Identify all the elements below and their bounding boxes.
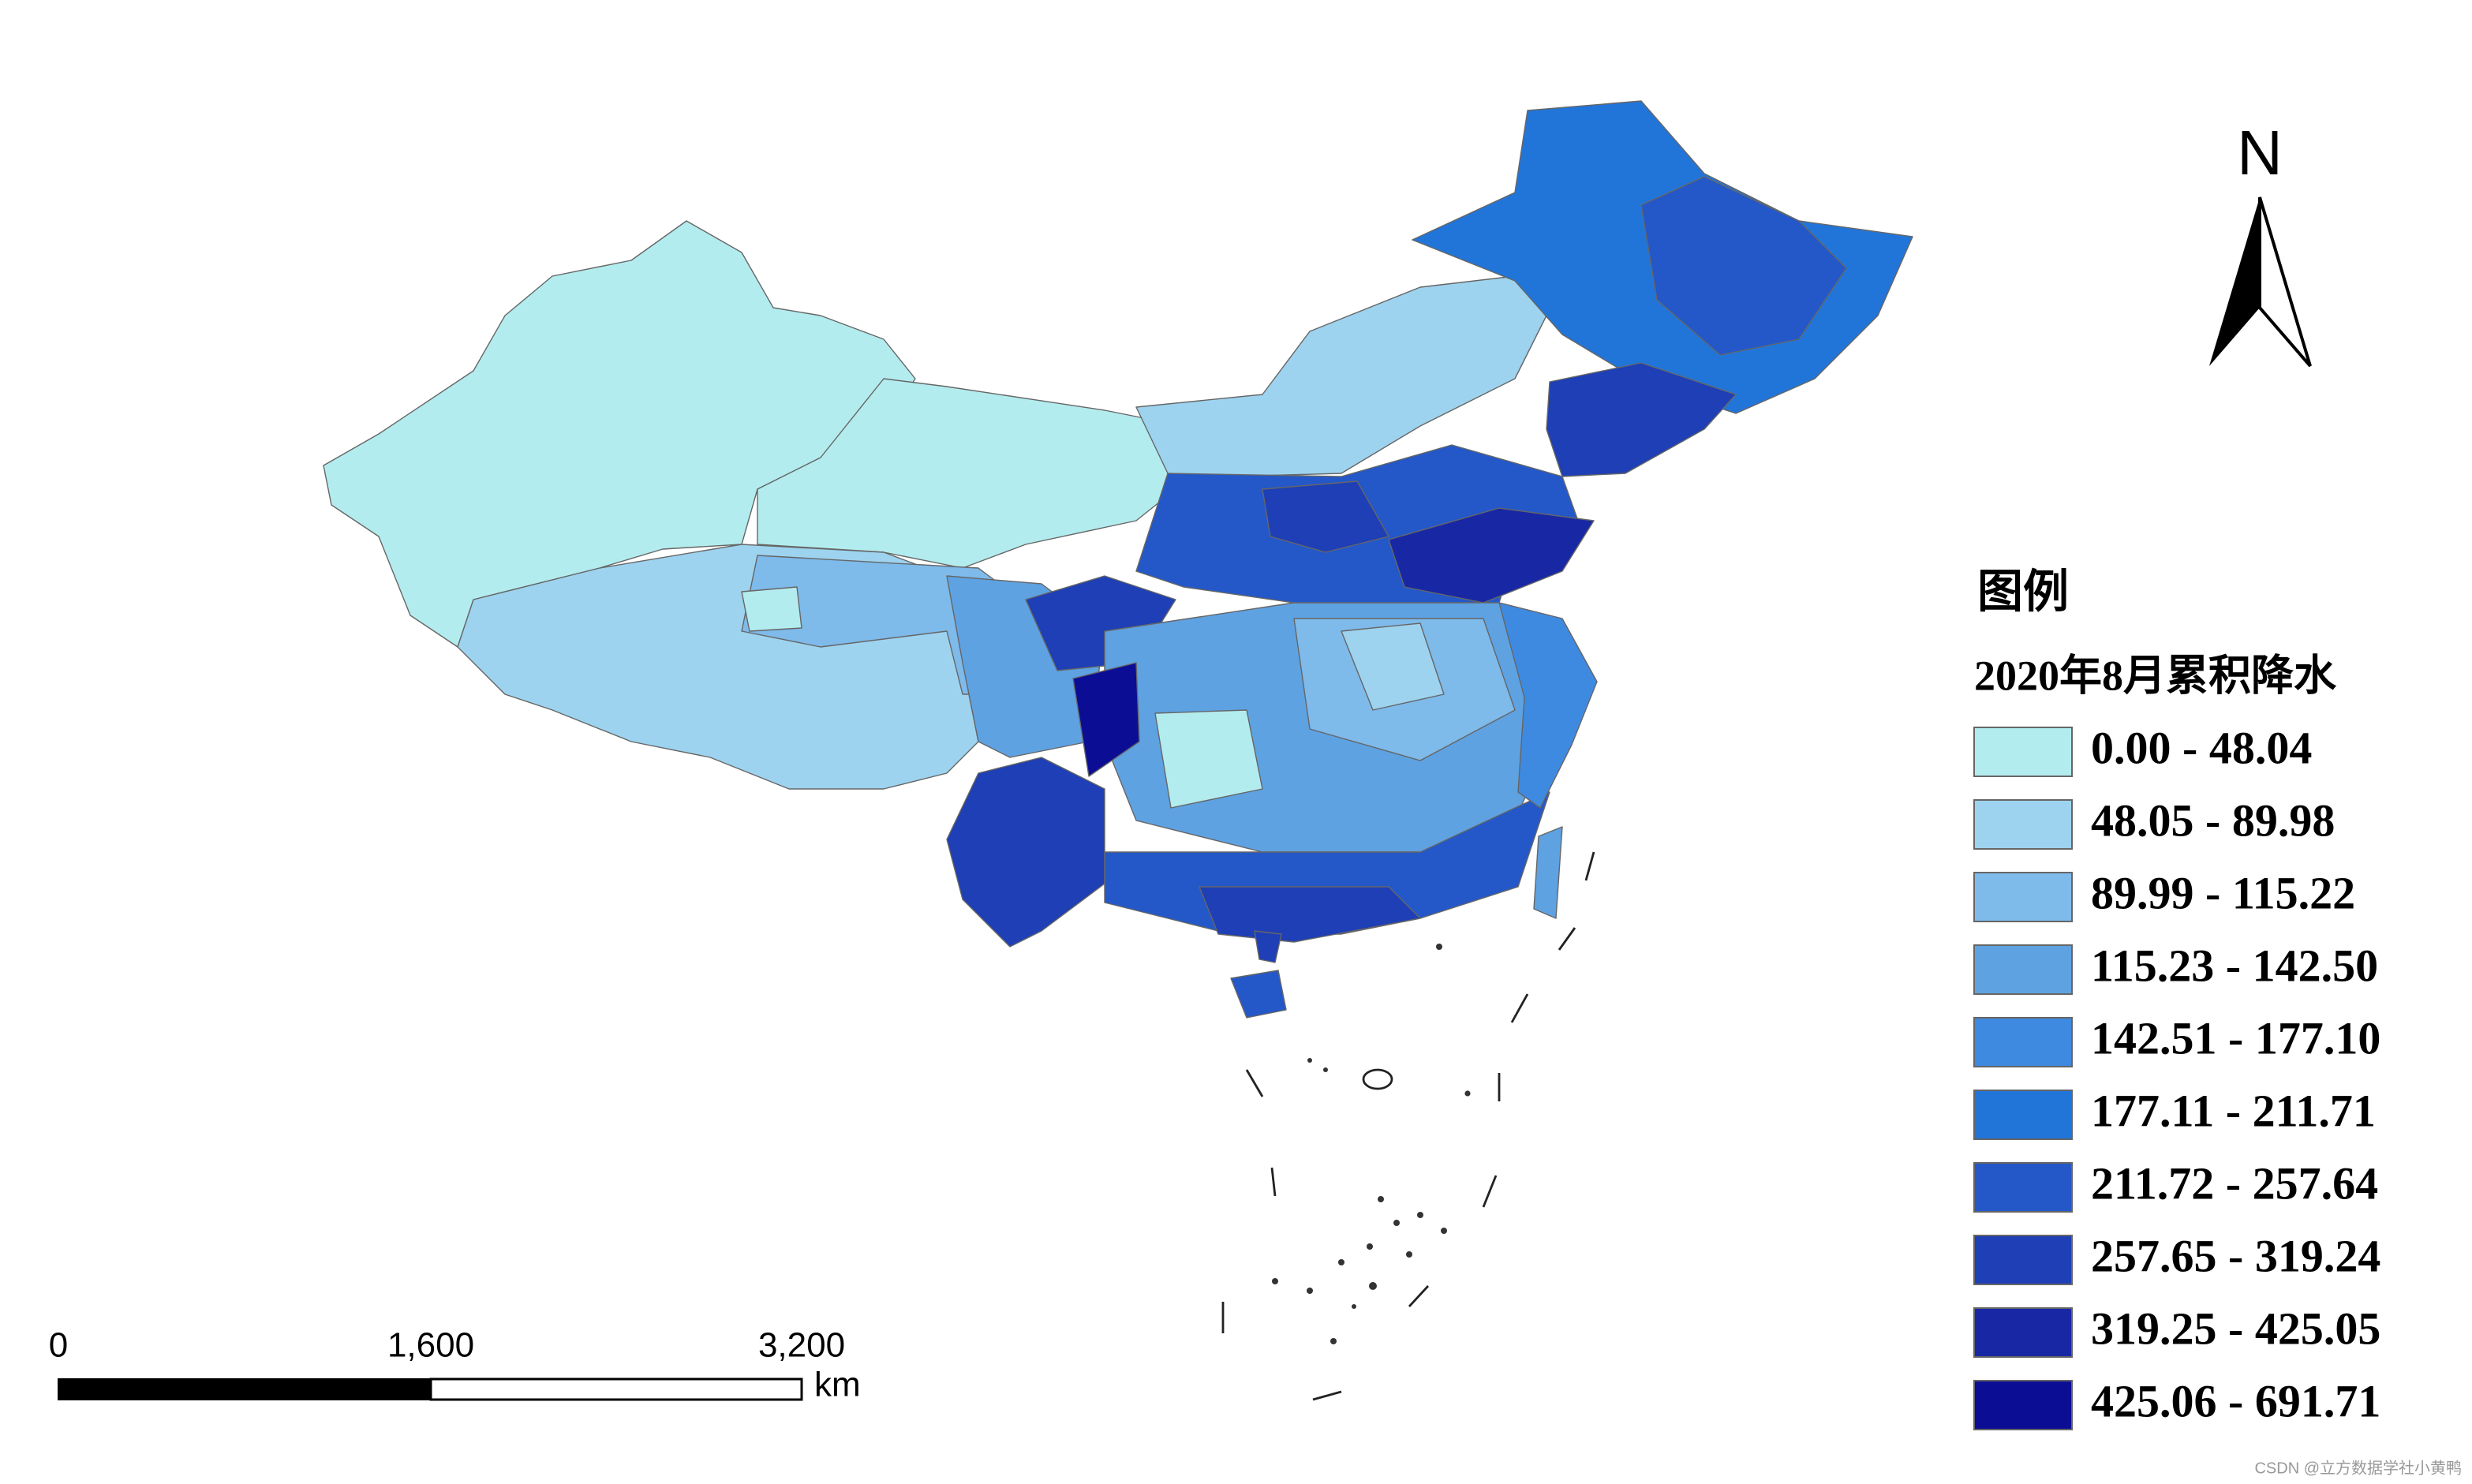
island: [1417, 1212, 1423, 1218]
legend-swatch: [1973, 1090, 2073, 1140]
island: [1393, 1220, 1400, 1226]
island: [1369, 1282, 1377, 1290]
boundary-dash: [1482, 1175, 1498, 1208]
north-label: N: [2237, 118, 2283, 188]
region: [1546, 362, 1737, 477]
north-arrow: N: [2209, 118, 2312, 368]
boundary-dash: [1270, 1167, 1277, 1197]
boundary-dash: [1312, 1390, 1342, 1401]
region: [1154, 709, 1263, 809]
legend-swatch: [1973, 944, 2073, 995]
legend-label: 89.99 - 115.22: [2091, 867, 2355, 918]
island: [1307, 1058, 1312, 1063]
legend-title: 图例: [1977, 566, 2069, 617]
island: [1436, 944, 1442, 950]
legend-swatch: [1973, 1307, 2073, 1358]
island: [1441, 1228, 1447, 1234]
region: [1341, 622, 1445, 711]
legend-label: 48.05 - 89.98: [2091, 794, 2335, 846]
legend-swatch: [1973, 1380, 2073, 1430]
legend-label: 211.72 - 257.64: [2091, 1157, 2378, 1209]
legend-swatch: [1973, 1017, 2073, 1067]
island: [1464, 1090, 1471, 1097]
island: [1307, 1288, 1313, 1294]
region: [1640, 176, 1847, 356]
region: [757, 378, 1184, 569]
legend-label: 257.65 - 319.24: [2091, 1230, 2380, 1281]
island: [1330, 1338, 1337, 1344]
scale-unit: km: [814, 1366, 861, 1404]
island: [1367, 1243, 1373, 1250]
legend-subtitle: 2020年8月累积降水: [1974, 652, 2337, 699]
region: [1498, 602, 1598, 809]
legend-label: 425.06 - 691.71: [2091, 1375, 2380, 1426]
island: [1352, 1304, 1356, 1309]
arrow-left: [2209, 197, 2260, 366]
legend-label: 177.11 - 211.71: [2091, 1085, 2376, 1136]
island: [1406, 1251, 1412, 1258]
south-sea-lines: [1221, 851, 1595, 1401]
boundary-dash: [1584, 851, 1595, 881]
boundary-dash: [1408, 1285, 1430, 1307]
island: [1272, 1278, 1278, 1284]
scale-segment: [429, 1377, 803, 1401]
boundary-dash: [1510, 993, 1529, 1023]
legend-label: 142.51 - 177.10: [2091, 1012, 2380, 1063]
arrow-right: [2258, 196, 2312, 368]
region: [1072, 662, 1140, 777]
legend-label: 319.25 - 425.05: [2091, 1303, 2380, 1354]
scale-label: 1,600: [387, 1326, 474, 1365]
boundary-dash: [1558, 927, 1576, 951]
scale-bar: 0 1,600 3,200 km: [49, 1326, 861, 1404]
region: [1199, 886, 1421, 943]
island: [1362, 1068, 1393, 1090]
legend-swatch: [1973, 727, 2073, 777]
legend-swatch: [1973, 799, 2073, 850]
scale-segment: [58, 1378, 432, 1400]
region: [741, 586, 802, 632]
island: [1378, 1196, 1384, 1202]
island: [1338, 1259, 1344, 1265]
islands: [1272, 944, 1471, 1344]
region: [1388, 507, 1595, 604]
legend-label: 115.23 - 142.50: [2091, 940, 2378, 991]
region: [1254, 930, 1282, 963]
legend-swatch: [1973, 872, 2073, 922]
legend-swatch: [1973, 1235, 2073, 1285]
region: [1262, 480, 1389, 553]
map-regions: [323, 100, 1913, 1019]
region: [1230, 970, 1287, 1019]
region: [1533, 826, 1563, 919]
island: [1323, 1067, 1328, 1072]
legend-swatch: [1973, 1162, 2073, 1213]
watermark: CSDN @立方数据学社小黄鸭: [2254, 1459, 2462, 1477]
scale-label: 0: [49, 1326, 68, 1365]
scale-label: 3,200: [758, 1326, 845, 1365]
boundary-dash: [1245, 1069, 1264, 1097]
legend: 图例 2020年8月累积降水 0.00 - 48.04 48.05 - 89.98…: [1973, 566, 2380, 1430]
legend-label: 0.00 - 48.04: [2091, 722, 2312, 773]
